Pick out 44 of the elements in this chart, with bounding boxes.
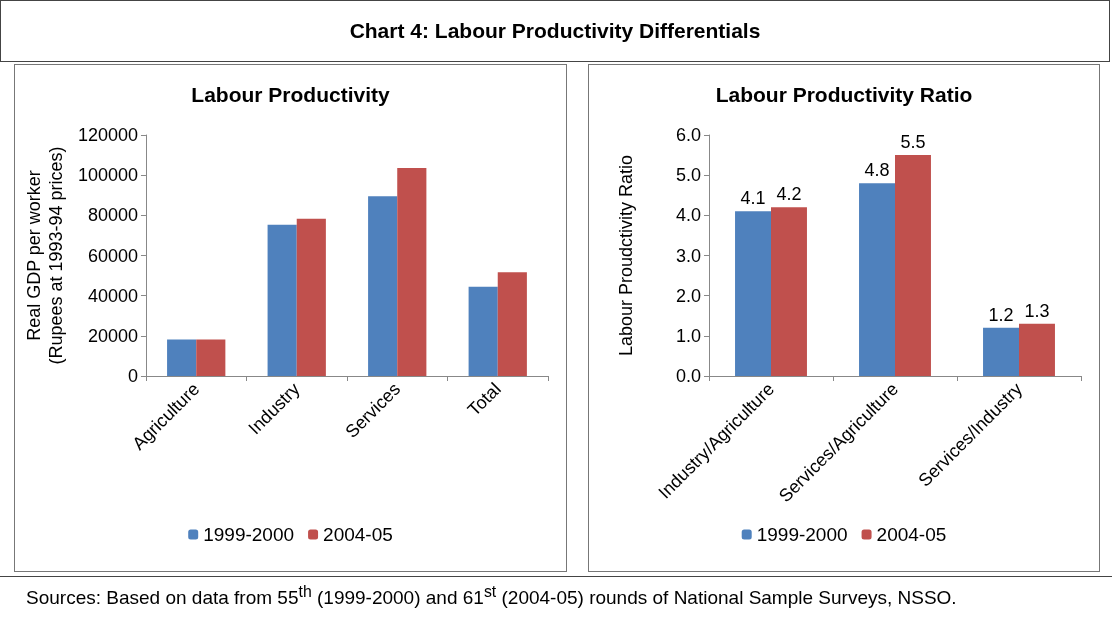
data-label: 5.5 bbox=[900, 132, 926, 153]
y-tick-label: 1.0 bbox=[675, 325, 701, 346]
data-label: 4.1 bbox=[740, 188, 766, 209]
y-tick-label: 4.0 bbox=[675, 205, 701, 226]
bar bbox=[983, 327, 1019, 376]
data-label: 4.2 bbox=[776, 184, 802, 205]
bar bbox=[267, 224, 297, 376]
y-tick-label: 6.0 bbox=[675, 125, 701, 145]
bar bbox=[497, 272, 527, 376]
legend-label: 1999-2000 bbox=[756, 524, 848, 545]
bar bbox=[859, 183, 895, 376]
caption: Chart 4: Labour Productivity Differentials bbox=[0, 0, 1110, 62]
bar bbox=[368, 196, 398, 376]
data-label: 1.2 bbox=[988, 304, 1014, 325]
y-tick-label: 40000 bbox=[87, 285, 138, 306]
y-tick-label: 5.0 bbox=[675, 165, 701, 186]
bar bbox=[196, 339, 226, 376]
legend-label: 2004-05 bbox=[323, 524, 393, 545]
legend-label: 1999-2000 bbox=[203, 524, 295, 545]
bar bbox=[397, 167, 427, 376]
bar bbox=[468, 286, 498, 376]
y-tick-label: 80000 bbox=[87, 205, 138, 226]
data-label: 4.8 bbox=[864, 160, 890, 181]
y-axis-title: Labour Proudctivity Ratio bbox=[616, 154, 636, 357]
bar bbox=[1019, 323, 1055, 376]
y-tick-label: 120000 bbox=[77, 125, 138, 145]
bar bbox=[167, 339, 197, 376]
data-label: 1.3 bbox=[1024, 300, 1050, 321]
legend-label: 2004-05 bbox=[876, 524, 947, 545]
bar bbox=[771, 207, 807, 376]
bar bbox=[296, 218, 326, 376]
bar bbox=[735, 211, 771, 376]
bar bbox=[895, 155, 931, 376]
y-tick-label: 0 bbox=[127, 366, 138, 386]
y-tick-label: 3.0 bbox=[675, 245, 701, 266]
y-tick-label: 20000 bbox=[87, 325, 138, 346]
y-tick-label: 60000 bbox=[87, 245, 138, 266]
y-tick-label: 100000 bbox=[77, 165, 138, 186]
y-axis-title: Real GDP per worker (Rupees at 1993-94 prices) bbox=[24, 146, 66, 365]
source-note: Sources: Based on data from 55$^{th}$ (1999-2000) and 61$^{st}$ (2004-05) rounds of National Sample Surveys, NSSO. bbox=[0, 576, 1112, 634]
y-tick-label: 0.0 bbox=[675, 366, 701, 386]
y-tick-label: 2.0 bbox=[675, 285, 701, 306]
chart-title: Labour Productivity bbox=[191, 83, 390, 106]
chart-title: Labour Productivity Ratio bbox=[715, 83, 973, 106]
